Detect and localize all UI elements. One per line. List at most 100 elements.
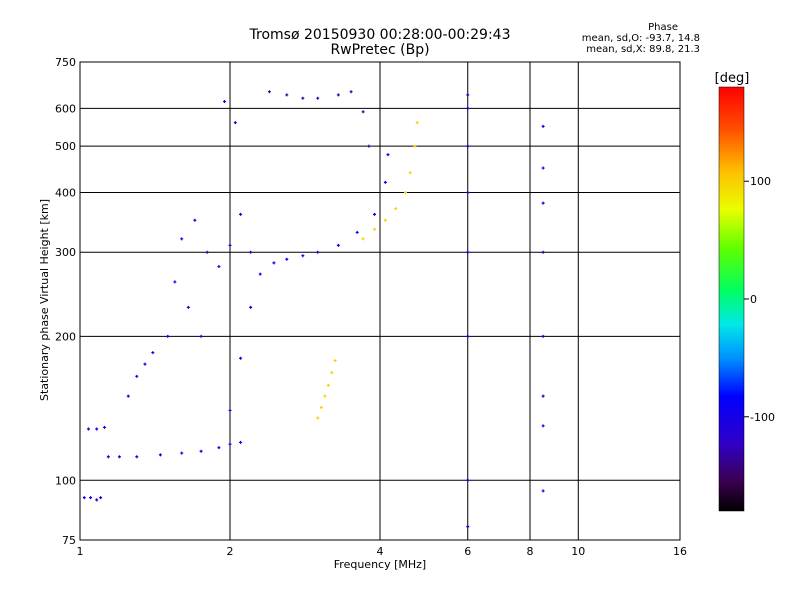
data-point — [258, 272, 262, 276]
data-point — [466, 334, 470, 338]
data-point — [408, 171, 412, 175]
data-point — [466, 478, 470, 482]
data-point — [349, 90, 353, 94]
data-point — [541, 124, 545, 128]
data-point — [383, 218, 387, 222]
x-tick-label: 6 — [464, 545, 471, 558]
x-tick-label: 10 — [571, 545, 585, 558]
data-point — [126, 394, 130, 398]
phase-stats-header: Phase — [648, 22, 678, 33]
data-point — [301, 96, 305, 100]
data-point — [316, 416, 320, 420]
data-point — [217, 265, 221, 269]
data-point — [135, 455, 139, 459]
x-tick-label: 4 — [377, 545, 384, 558]
data-point — [466, 525, 470, 529]
data-point — [466, 93, 470, 97]
data-point — [541, 201, 545, 205]
data-point — [239, 440, 243, 444]
y-tick-label: 750 — [55, 56, 76, 69]
data-point — [95, 427, 99, 431]
data-point — [541, 394, 545, 398]
data-point — [301, 254, 305, 258]
data-point — [99, 496, 103, 500]
data-point — [285, 257, 289, 261]
x-tick-label: 16 — [673, 545, 687, 558]
data-point — [199, 334, 203, 338]
x-tick-label: 8 — [527, 545, 534, 558]
data-point — [316, 250, 320, 254]
data-point — [173, 280, 177, 284]
y-tick-label: 500 — [55, 140, 76, 153]
y-tick-label: 75 — [62, 534, 76, 547]
colorbar-tick-label: 100 — [750, 175, 771, 188]
data-point — [386, 153, 390, 157]
data-point — [103, 425, 107, 429]
data-point — [249, 250, 253, 254]
data-point — [361, 110, 365, 114]
data-point — [199, 449, 203, 453]
data-point — [267, 90, 271, 94]
axis-ticks: 1 2 4 6 8 10 16 75 100 200 300 400 500 600 750 — [55, 56, 687, 558]
data-point — [383, 180, 387, 184]
colorbar — [718, 86, 745, 512]
data-point — [367, 144, 371, 148]
data-point — [193, 218, 197, 222]
phase-stats-o: mean, sd,O: -93.7, 14.8 — [581, 33, 700, 44]
data-point — [355, 230, 359, 234]
data-point — [541, 489, 545, 493]
data-point — [135, 374, 139, 378]
chart-subtitle: RwPretec (Bp) — [330, 42, 430, 58]
data-point — [373, 212, 377, 216]
data-point — [143, 362, 147, 366]
data-point — [82, 496, 86, 500]
data-point — [466, 106, 470, 110]
data-point — [239, 212, 243, 216]
data-point — [403, 190, 407, 194]
data-point — [336, 93, 340, 97]
y-tick-label: 200 — [55, 330, 76, 343]
data-point — [217, 446, 221, 450]
data-point — [415, 121, 419, 125]
y-tick-label: 600 — [55, 102, 76, 115]
data-point — [180, 451, 184, 455]
data-point — [413, 144, 417, 148]
y-axis-label: Stationary phase Virtual Height [km] — [38, 199, 51, 401]
data-point — [151, 351, 155, 355]
data-point — [95, 498, 99, 502]
x-tick-label: 2 — [227, 545, 234, 558]
data-point — [330, 371, 334, 375]
data-point — [541, 334, 545, 338]
data-point — [541, 166, 545, 170]
data-point — [272, 261, 276, 265]
data-point — [228, 442, 232, 446]
data-point — [466, 250, 470, 254]
data-point — [223, 100, 227, 104]
data-point — [180, 237, 184, 241]
data-point — [326, 383, 330, 387]
y-tick-label: 400 — [55, 186, 76, 199]
plot-frame — [79, 61, 681, 541]
data-point — [466, 190, 470, 194]
data-point — [228, 408, 232, 412]
data-point — [323, 394, 327, 398]
data-point — [205, 250, 209, 254]
x-axis-label: Frequency [MHz] — [334, 558, 426, 571]
data-point — [186, 305, 190, 309]
data-point — [166, 334, 170, 338]
data-point — [466, 144, 470, 148]
colorbar-tick-label: -100 — [750, 411, 775, 424]
data-point — [361, 237, 365, 241]
data-point — [89, 496, 93, 500]
colorbar-label: [deg] — [715, 71, 750, 86]
data-point — [117, 455, 121, 459]
data-point — [336, 243, 340, 247]
phase-stats-x: mean, sd,X: 89.8, 21.3 — [586, 44, 700, 55]
data-point — [106, 455, 110, 459]
data-point — [373, 227, 377, 231]
y-tick-label: 100 — [55, 474, 76, 487]
data-point — [285, 93, 289, 97]
colorbar-ticks: 100 0 -100 — [744, 175, 775, 424]
data-point — [541, 250, 545, 254]
y-tick-label: 300 — [55, 246, 76, 259]
